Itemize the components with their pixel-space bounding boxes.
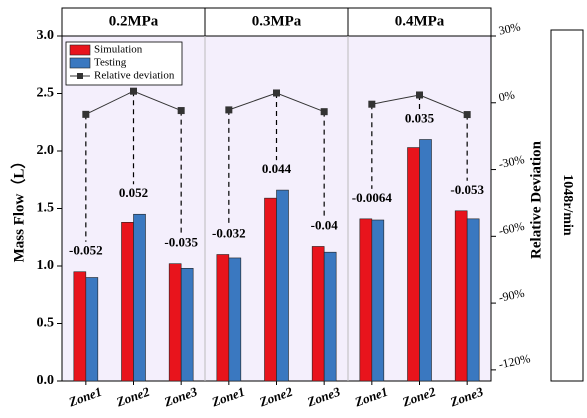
y-tick-label: 2.0 [37,143,55,158]
y-tick-label: 1.5 [37,201,55,216]
x-tick-label: Zone3 [304,384,342,410]
y2-tick-label: -120% [497,351,531,371]
panel-label: 0.3MPa [252,13,302,29]
legend-swatch [69,44,91,56]
panel-label: 0.4MPa [395,13,445,29]
x-tick-label: Zone2 [114,384,152,410]
deviation-point [320,108,328,116]
legend-label: Testing [94,57,127,69]
y2-tick-label: -30% [497,152,525,171]
data-label: -0.0064 [352,190,393,205]
bar [371,219,385,382]
bar [85,277,99,382]
panel-header [61,7,492,37]
data-label: 0.035 [405,110,435,125]
bar [419,139,432,382]
data-label: 0.044 [262,161,292,176]
bar [133,213,146,382]
y-tick-label: 3.0 [37,28,55,43]
side-box [550,29,584,382]
deviation-point [368,100,376,108]
y2-axis-title: Relative Deviation [528,140,544,259]
bar [407,147,420,382]
data-label: -0.053 [450,182,484,197]
side-label: 1048r/min [560,174,575,236]
bar [264,197,277,382]
bar [454,210,468,382]
data-label: -0.035 [164,235,198,250]
deviation-point [225,106,233,114]
bar [323,251,337,382]
deviation-point [416,91,423,99]
x-tick-label: Zone3 [161,384,199,410]
x-tick-label: Zone2 [400,384,438,410]
deviation-point [273,89,280,97]
bar [168,263,182,382]
bar [180,267,194,382]
y-tick-label: 1.0 [37,258,55,273]
data-label: -0.052 [69,243,103,258]
legend-marker [77,73,83,79]
bar [228,257,242,382]
bar [311,246,325,382]
deviation-point [82,110,90,118]
legend-swatch [69,57,91,69]
bar [73,271,87,382]
y-tick-label: 2.5 [37,86,55,101]
x-tick-label: Zone1 [352,384,390,410]
x-tick-label: Zone3 [447,384,485,410]
deviation-point [463,111,471,119]
y2-tick-label: -90% [497,286,525,305]
y-tick-label: 0.5 [37,316,55,331]
y2-tick-label: 30% [497,19,521,37]
y2-tick-label: -60% [497,219,525,238]
x-tick-label: Zone2 [257,384,295,410]
legend-label: Relative deviation [94,70,175,82]
data-label: 0.052 [119,185,148,200]
panel-label: 0.2MPa [109,13,159,29]
deviation-point [177,107,185,115]
bar [216,254,230,382]
legend-label: Simulation [94,44,143,56]
bar [121,222,134,382]
x-tick-label: Zone1 [209,384,247,410]
deviation-point [130,87,137,95]
bar [466,218,480,382]
y2-tick-label: 0% [497,87,516,104]
y-tick-label: 0.0 [37,373,55,388]
data-label: -0.04 [311,217,339,232]
bar [359,218,373,382]
data-label: -0.032 [212,225,246,240]
y-axis-title: Mass Flow（L） [9,154,27,263]
x-tick-label: Zone1 [66,384,104,410]
bar [276,189,289,382]
